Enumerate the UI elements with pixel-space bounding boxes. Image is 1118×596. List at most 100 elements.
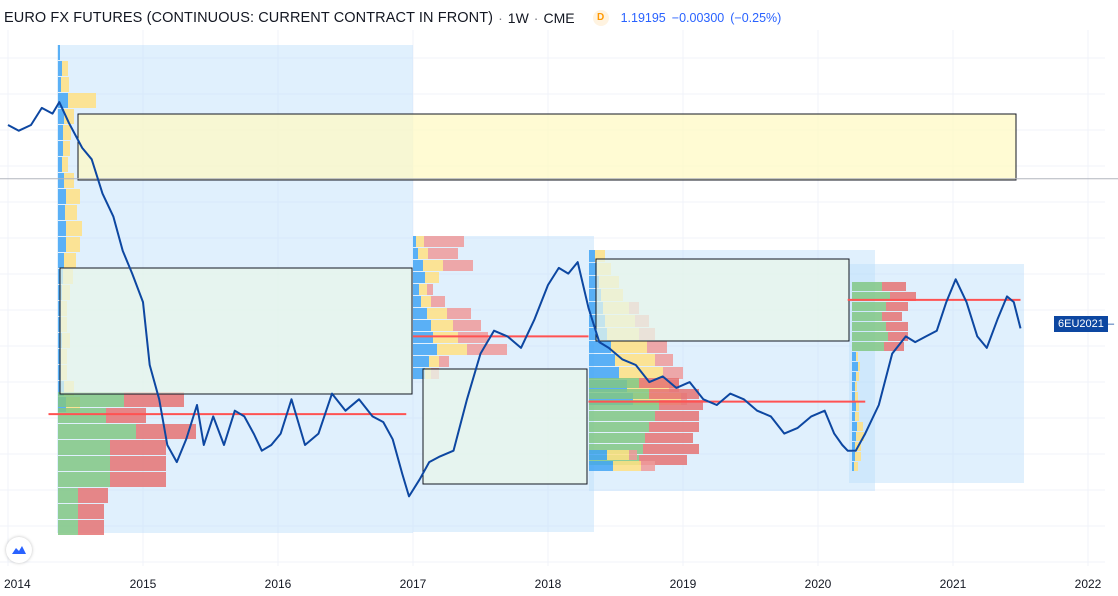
delayed-data-badge[interactable]: D [592, 10, 609, 26]
profile-bar [58, 61, 62, 76]
profile-bar [68, 93, 96, 108]
profile-bar [64, 173, 74, 188]
profile-bar [431, 296, 445, 307]
separator: · [498, 10, 503, 26]
profile-bar [882, 282, 906, 291]
x-tick-label: 2018 [535, 577, 562, 591]
profile-bar [645, 433, 693, 443]
profile-bar [110, 472, 166, 487]
profile-bar [443, 260, 473, 271]
profile-bar [858, 362, 860, 371]
profile-bar [58, 125, 63, 140]
profile-bar [856, 352, 858, 361]
price-line [7, 101, 1022, 498]
profile-bar [63, 141, 70, 156]
x-tick-label: 2014 [4, 577, 31, 591]
profile-bar [589, 422, 649, 432]
profile-bar [58, 424, 136, 439]
rectangle-drawings[interactable] [59, 113, 1017, 485]
x-tick-label: 2020 [805, 577, 832, 591]
profile-bar [595, 250, 605, 262]
profile-bar [106, 408, 146, 423]
profile-bar [66, 221, 82, 236]
profile-bar [437, 344, 467, 355]
profile-bar [78, 488, 108, 503]
profile-bar [589, 341, 611, 353]
profile-bar [649, 389, 699, 399]
profile-bar [852, 302, 886, 311]
profile-bar [855, 392, 858, 401]
profile-bar [64, 253, 76, 268]
profile-bar [856, 372, 859, 381]
profile-bar [615, 354, 655, 366]
profile-bar [663, 367, 683, 379]
profile-bar [856, 432, 864, 441]
profile-bar [852, 402, 856, 411]
profile-bar [124, 392, 184, 407]
profile-bar [58, 253, 64, 268]
profile-bar [852, 312, 882, 321]
profile-bar [589, 400, 659, 410]
profile-bar [61, 77, 69, 92]
profile-bar [607, 450, 629, 460]
profile-bar [413, 248, 418, 259]
profile-bar [421, 296, 431, 307]
profile-bar [852, 342, 884, 351]
profile-bar [589, 367, 619, 379]
symbol-title[interactable]: EURO FX FUTURES (CONTINUOUS: CURRENT CON… [4, 10, 494, 26]
tradingview-logo-icon[interactable] [6, 537, 32, 563]
profile-bar [58, 141, 63, 156]
x-tick-label: 2022 [1075, 577, 1102, 591]
profile-bar [413, 236, 416, 247]
profile-bar [58, 237, 66, 252]
profile-bar [890, 292, 916, 301]
profile-bar [856, 402, 859, 411]
profile-bar [425, 272, 439, 283]
profile-bar [852, 352, 856, 361]
profile-bar [427, 308, 447, 319]
profile-bar [58, 189, 66, 204]
price-change: −0.00300 [671, 11, 725, 25]
rectangle-drawing[interactable] [59, 267, 413, 395]
rectangle-drawing[interactable] [422, 368, 588, 485]
profile-bar [882, 312, 902, 321]
profile-bar [58, 205, 65, 220]
profile-bar [433, 332, 458, 343]
profile-bar [589, 444, 643, 454]
profile-bar [852, 432, 856, 441]
profile-bar [855, 412, 859, 421]
profile-bar [886, 302, 908, 311]
symbol-price-tag[interactable]: 6EU2021 [1054, 316, 1108, 332]
rectangle-drawing[interactable] [77, 113, 1017, 181]
profile-bar [58, 77, 61, 92]
profile-bar [58, 440, 110, 455]
price-series [7, 101, 1022, 498]
profile-bar [453, 320, 481, 331]
profile-bar [439, 356, 449, 367]
profile-bar [852, 332, 888, 341]
profile-bar [852, 422, 857, 431]
profile-bar [58, 157, 62, 172]
profile-bar [857, 422, 863, 431]
profile-bar [852, 452, 855, 461]
price-change-percent: (−0.25%) [730, 11, 782, 25]
profile-bar [63, 125, 71, 140]
profile-bar [852, 322, 886, 331]
interval-label[interactable]: 1W [507, 10, 529, 26]
profile-bar [643, 444, 699, 454]
x-tick-label: 2016 [265, 577, 292, 591]
profile-bar [58, 109, 64, 124]
profile-bar [58, 488, 78, 503]
profile-bar [413, 284, 419, 295]
separator: · [533, 10, 539, 26]
profile-bar [447, 308, 471, 319]
poc-lines [0, 178, 1118, 416]
profile-bar [418, 248, 428, 259]
profile-bar [66, 237, 80, 252]
profile-bar [852, 372, 856, 381]
rectangle-drawing[interactable] [595, 258, 850, 342]
profile-bar [855, 382, 857, 391]
x-tick-label: 2015 [130, 577, 157, 591]
profile-bar [413, 368, 425, 379]
